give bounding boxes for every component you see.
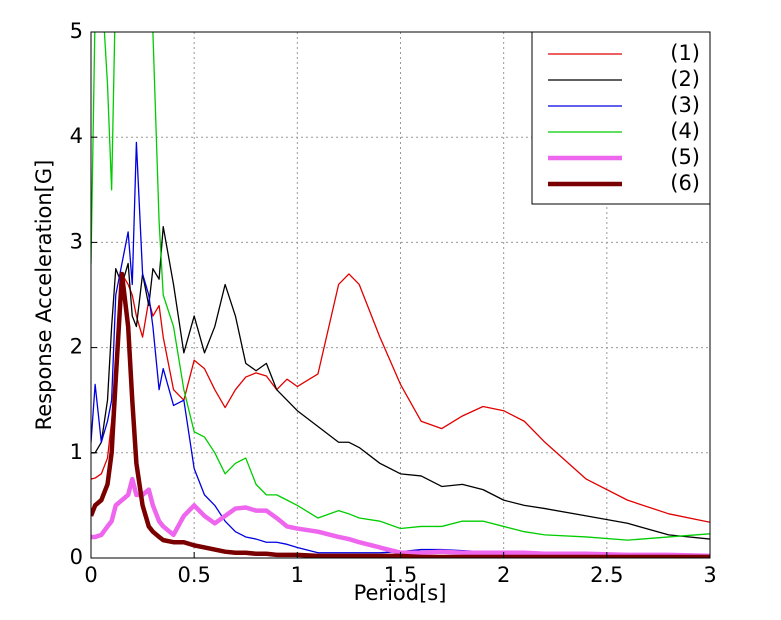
x-tick-label: 2 bbox=[497, 563, 510, 587]
legend-label: (5) bbox=[670, 145, 700, 169]
series-line bbox=[91, 271, 710, 558]
legend: (1)(2)(3)(4)(5)(6) bbox=[531, 31, 711, 205]
x-tick-label: 2.5 bbox=[590, 563, 623, 587]
legend-box bbox=[531, 31, 711, 205]
x-tick-label: 1 bbox=[291, 563, 304, 587]
series-line bbox=[91, 32, 710, 541]
x-tick-label: 0.5 bbox=[177, 563, 210, 587]
x-tick-label: 1.5 bbox=[384, 563, 417, 587]
y-tick-label: 0 bbox=[70, 545, 83, 569]
y-tick-label: 3 bbox=[70, 229, 83, 253]
y-tick-label: 2 bbox=[70, 335, 83, 359]
y-tick-label: 4 bbox=[70, 124, 83, 148]
legend-label: (2) bbox=[670, 67, 700, 91]
ticks: 0 0.5 1 1.5 2 2.5 3 0 1 2 3 4 5 bbox=[70, 19, 717, 587]
x-tick-label: 3 bbox=[703, 563, 716, 587]
legend-label: (3) bbox=[670, 93, 700, 117]
series-line bbox=[91, 476, 710, 558]
legend-label: (6) bbox=[670, 171, 700, 195]
y-tick-label: 5 bbox=[70, 19, 83, 43]
legend-label: (1) bbox=[670, 41, 700, 65]
lines bbox=[91, 32, 710, 558]
series-line bbox=[91, 225, 710, 540]
x-tick-label: 0 bbox=[84, 563, 97, 587]
y-axis-label: Response Acceleration[G] bbox=[32, 160, 56, 431]
y-tick-label: 1 bbox=[70, 440, 83, 464]
legend-label: (4) bbox=[670, 119, 700, 143]
x-axis-label: Period[s] bbox=[354, 581, 447, 605]
